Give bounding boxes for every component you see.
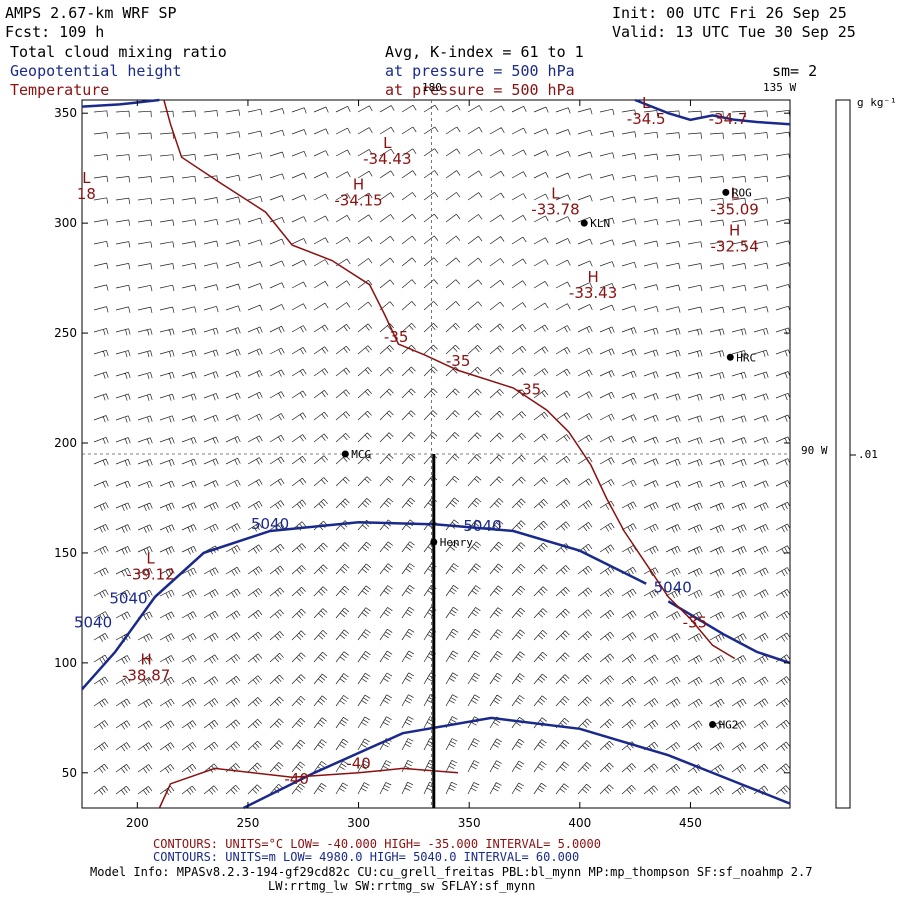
x-tick-label: 250: [236, 816, 259, 830]
station-label: Henry: [440, 536, 473, 549]
station-label: KLN: [590, 217, 610, 230]
station-dot: [341, 450, 349, 458]
extremum-value: -35.09: [711, 200, 759, 218]
extremum-value: -38.87: [122, 666, 170, 684]
height-contour: [81, 98, 160, 108]
x-axis: 200 250 300 350 400 450: [126, 100, 702, 830]
station-dot: [722, 188, 730, 196]
plot-area: 200 250 300 350 400 450 50100150200250300350 …: [54, 94, 791, 830]
height-contour-label: 5040: [109, 590, 147, 608]
highs-lows: L-34.43H-34.15 L-33.78H-33.43L-35.09H-32.…: [77, 94, 759, 684]
station-dot: [580, 219, 588, 227]
temperature-contour: [163, 99, 736, 660]
field-cloud-mixing: Total cloud mixing ratio: [10, 43, 227, 61]
y-axis: 50 100 150 200 250 300 350: [54, 106, 790, 780]
station-label: HG2: [719, 718, 739, 731]
extremum-symbol: H: [353, 176, 364, 194]
avg-k-index: Avg, K-index = 61 to 1: [385, 43, 584, 61]
temperature-contour: [158, 767, 459, 809]
temperature-contour-label: -35: [384, 328, 409, 346]
temperature-contour-label: -35: [683, 614, 708, 632]
extremum-symbol: L: [551, 184, 560, 202]
extremum-value: -39.12: [126, 565, 174, 583]
extremum-value: -34.15: [334, 192, 382, 210]
height-contour-label: 5040: [251, 515, 289, 533]
station-dot: [709, 720, 717, 728]
extremum-value: -34.7: [709, 110, 748, 128]
height-contour: [634, 98, 791, 126]
extremum-symbol: L: [146, 549, 155, 567]
extremum-symbol: H: [587, 268, 598, 286]
temperature-contour-label: -35: [446, 352, 471, 370]
x-tick-label: 300: [347, 816, 370, 830]
station-dot: [430, 538, 438, 546]
height-contour-label: 5040: [654, 579, 692, 597]
lon-90w-label: 90 W: [801, 444, 828, 457]
x-tick-label: 400: [568, 816, 591, 830]
height-contour: [242, 716, 791, 810]
colorbar-units: g kg⁻¹: [857, 96, 897, 109]
y-tick-label: 200: [54, 436, 77, 450]
valid-time: Valid: 13 UTC Tue 30 Sep 25: [612, 23, 856, 41]
field-geopotential: Geopotential height: [10, 62, 182, 80]
extremum-value: -33.78: [531, 200, 579, 218]
temperature-contour-label: -40: [346, 754, 371, 772]
wind-barbs: [93, 104, 791, 796]
height-contour: [667, 600, 791, 665]
forecast-hour: Fcst: 109 h: [5, 23, 104, 41]
extremum-symbol: L: [82, 169, 91, 187]
field-temperature: Temperature: [10, 81, 109, 99]
footer-model-info: Model Info: MPASv8.2.3-194-gf29cd82c CU:…: [90, 865, 812, 879]
wind-barb: [93, 104, 791, 796]
extremum-symbol: H: [141, 650, 152, 668]
extremum-symbol: L: [731, 184, 740, 202]
y-tick-label: 250: [54, 326, 77, 340]
model-title: AMPS 2.67-km WRF SP: [5, 4, 177, 22]
init-time: Init: 00 UTC Fri 26 Sep 25: [612, 4, 847, 22]
station-label: MCG: [351, 448, 371, 461]
height-contour-label: 5040: [74, 614, 112, 632]
stations: KLN ROG HRC MCG Henry HG2: [341, 186, 756, 731]
extremum-value: 18: [77, 185, 96, 203]
y-tick-label: 100: [54, 656, 77, 670]
extremum-value: -34.43: [363, 150, 411, 168]
extremum-value: -34.5: [627, 110, 666, 128]
extremum-symbol: H: [729, 222, 740, 240]
extremum-symbol: L: [642, 94, 651, 112]
height-contour: [81, 520, 647, 691]
contour-labels: 5040 5040 5040 5040 5040 -35 -35 -35 -35 -40 -40: [74, 328, 707, 788]
x-tick-label: 350: [458, 816, 481, 830]
temperature-contour-label: -35: [517, 381, 542, 399]
footer-temp-contours: CONTOURS: UNITS=°C LOW= -40.000 HIGH= -3…: [153, 837, 601, 851]
footer-model-info2: LW:rrtmg_lw SW:rrtmg_sw SFLAY:sf_mynn: [268, 879, 535, 893]
y-tick-label: 50: [62, 766, 77, 780]
pressure-level-height: at pressure = 500 hPa: [385, 62, 575, 80]
y-tick-label: 150: [54, 546, 77, 560]
extremum-value: -33.43: [569, 284, 617, 302]
colorbar-value: .01: [858, 448, 878, 461]
footer-height-contours: CONTOURS: UNITS=m LOW= 4980.0 HIGH= 5040…: [153, 850, 579, 864]
smoothing-label: sm= 2: [772, 62, 817, 80]
station-label: ROG: [732, 186, 752, 199]
lon-135w-label: 135 W: [763, 81, 796, 94]
pressure-level-temp: at pressure = 500 hPa: [385, 81, 575, 99]
colorbar: [835, 99, 851, 809]
extremum-value: -32.54: [711, 238, 759, 256]
contour-lines: [81, 98, 791, 810]
station-dot: [726, 353, 734, 361]
y-tick-label: 300: [54, 216, 77, 230]
x-tick-label: 200: [126, 816, 149, 830]
height-contour-label: 5040: [463, 517, 501, 535]
y-tick-label: 350: [54, 106, 77, 120]
station-label: HRC: [736, 351, 756, 364]
extremum-symbol: L: [383, 134, 392, 152]
lon-180-label: 180: [422, 81, 442, 94]
temperature-contour-label: -40: [284, 770, 309, 788]
x-tick-label: 450: [679, 816, 702, 830]
